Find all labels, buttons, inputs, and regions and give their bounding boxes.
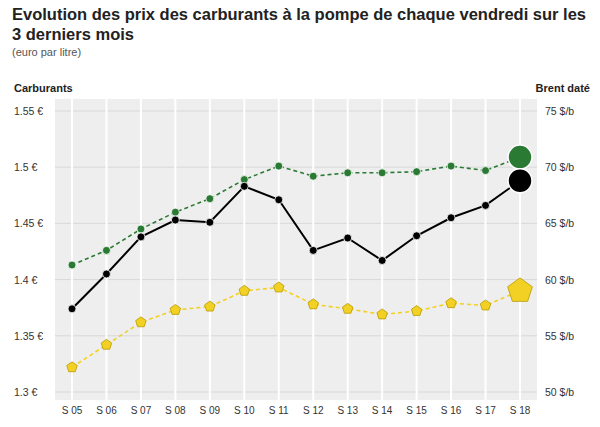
point-marker (378, 256, 386, 264)
grid-line (243, 99, 245, 400)
grid-line (55, 335, 537, 336)
point-marker (239, 285, 249, 295)
plot-marks (67, 145, 533, 372)
point-marker (136, 317, 146, 327)
x-tick-label: S 16 (441, 405, 462, 416)
point-marker (137, 233, 145, 241)
x-tick-label: S 10 (234, 405, 255, 416)
point-marker (482, 167, 490, 175)
y2-tick-label: 75 $/b (545, 105, 574, 117)
point-marker (344, 169, 352, 177)
x-tick-label: S 18 (510, 405, 531, 416)
point-marker (206, 195, 214, 203)
y2-axis-title: Brent daté (536, 82, 590, 94)
point-marker (137, 225, 145, 233)
point-marker (508, 278, 533, 302)
grid-line (485, 99, 487, 400)
point-marker (275, 162, 283, 170)
point-marker (308, 299, 318, 309)
x-tick-label: S 13 (337, 405, 358, 416)
point-marker (413, 168, 421, 176)
point-marker (274, 282, 284, 292)
point-marker (170, 304, 180, 314)
y2-tick-label: 65 $/b (545, 217, 574, 229)
point-marker (447, 162, 455, 170)
point-marker (344, 234, 352, 242)
grid-line (519, 99, 521, 400)
y2-tick-label: 70 $/b (545, 161, 574, 173)
point-marker (480, 300, 490, 310)
grid-line (55, 111, 537, 112)
point-marker (102, 270, 110, 278)
point-marker (342, 303, 352, 313)
point-marker (309, 246, 317, 254)
point-marker (205, 301, 215, 311)
point-marker (206, 218, 214, 226)
series-line (72, 157, 520, 265)
y2-tick-label: 55 $/b (545, 330, 574, 342)
point-marker (446, 298, 456, 308)
point-marker (171, 208, 179, 216)
point-marker (101, 339, 111, 349)
x-tick-label: S 14 (372, 405, 393, 416)
grid-line (209, 99, 211, 400)
x-tick-label: S 11 (269, 405, 289, 416)
grid-line (450, 99, 452, 400)
x-tick-label: S 07 (131, 405, 152, 416)
series-line (72, 181, 520, 309)
x-tick-label: S 15 (406, 405, 427, 416)
y-tick-label: 1.45 € (14, 217, 43, 229)
grid-line (55, 167, 537, 168)
point-marker (68, 261, 76, 269)
point-marker (378, 169, 386, 177)
y-tick-label: 1.5 € (14, 161, 38, 173)
x-tick-label: S 12 (303, 405, 324, 416)
chart: 1.3 € 1.35 € 1.4 € 1.45 € 1.5 € 1.55 € 50 $/b 5… (0, 0, 600, 427)
point-marker (309, 172, 317, 180)
point-marker (68, 305, 76, 313)
y-axis-title: Carburants (14, 82, 73, 94)
x-tick-label: S 09 (200, 405, 221, 416)
y-tick-label: 1.55 € (14, 105, 43, 117)
title: Evolution des prix des carburants à la p… (12, 4, 592, 44)
grid-line (347, 99, 349, 400)
point-marker (67, 362, 77, 372)
point-marker (171, 216, 179, 224)
point-marker (447, 214, 455, 222)
point-marker (413, 232, 421, 240)
x-tick-label: S 08 (165, 405, 186, 416)
grid-line (55, 279, 537, 280)
y2-tick-label: 50 $/b (545, 386, 574, 398)
point-marker (275, 196, 283, 204)
plot-background (55, 99, 537, 400)
grid-line (174, 99, 176, 400)
x-tick-label: S 05 (62, 405, 83, 416)
grid-line (416, 99, 418, 400)
point-marker (240, 182, 248, 190)
point-marker (102, 246, 110, 254)
y-tick-label: 1.35 € (14, 330, 43, 342)
y2-tick-label: 60 $/b (545, 274, 574, 286)
subtitle: (euro par litre) (12, 46, 81, 58)
x-tick-label: S 06 (96, 405, 117, 416)
point-marker (377, 309, 387, 319)
point-marker (508, 145, 532, 169)
point-marker (508, 169, 532, 193)
y-tick-label: 1.3 € (14, 386, 38, 398)
y-tick-label: 1.4 € (14, 274, 38, 286)
grid-line (381, 99, 383, 400)
series-line (72, 287, 520, 367)
grid-line (278, 99, 280, 400)
point-marker (411, 306, 421, 316)
x-tick-label: S 17 (475, 405, 496, 416)
grid-line (140, 99, 142, 400)
point-marker (482, 201, 490, 209)
grid-line (71, 99, 73, 400)
grid-line (55, 392, 537, 393)
